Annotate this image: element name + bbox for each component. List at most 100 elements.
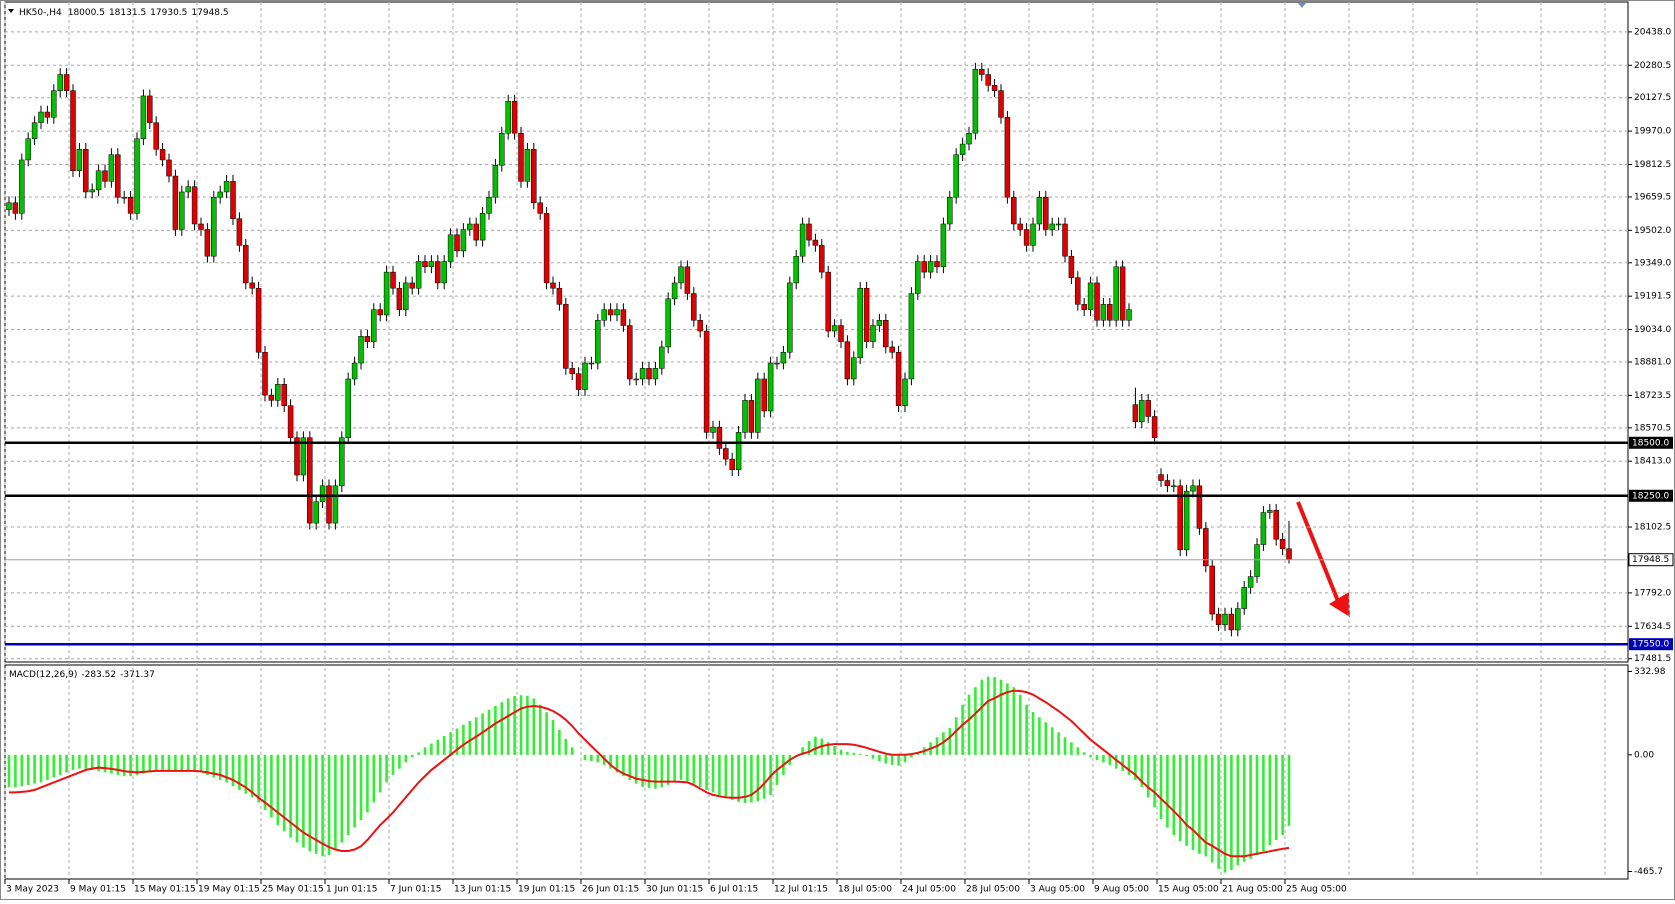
candle-body — [799, 223, 806, 257]
macd-bar — [1274, 754, 1278, 841]
candle-body — [339, 437, 345, 487]
symbol-menu-arrow[interactable] — [8, 9, 14, 13]
candle-body — [44, 111, 51, 118]
candle-body — [1011, 197, 1017, 225]
candle-body — [1113, 266, 1119, 321]
candle-body — [940, 223, 947, 268]
macd-bar — [500, 702, 504, 755]
macd-bar — [1121, 754, 1124, 771]
macd-bar — [1050, 727, 1054, 755]
candle-body — [908, 293, 915, 380]
candle-body — [262, 351, 268, 396]
macd-bar — [52, 754, 56, 778]
macd-bar — [942, 732, 945, 755]
y-tick-label: 19502.0 — [1634, 226, 1671, 236]
macd-bar — [724, 754, 728, 798]
candle-body — [287, 405, 294, 438]
macd-bar — [1159, 754, 1163, 819]
macd-bar — [321, 754, 324, 857]
candle-body — [70, 90, 76, 172]
candle-body — [812, 239, 819, 246]
x-tick-label: 19 Jun 01:15 — [518, 885, 575, 895]
macd-bar — [346, 754, 350, 836]
candle-body — [95, 170, 102, 191]
candle-body — [972, 68, 979, 134]
current-price-bg — [1628, 553, 1674, 567]
candle-body — [883, 319, 889, 348]
macd-bar — [116, 754, 120, 775]
macd-bar — [148, 754, 152, 773]
x-tick-label: 12 Jul 01:15 — [774, 885, 828, 895]
macd-bar — [718, 754, 721, 795]
candle-body — [332, 485, 339, 524]
macd-bar — [1153, 754, 1156, 808]
candle-body — [1030, 223, 1036, 246]
candle-body — [396, 287, 403, 310]
x-tick-label: 25 May 01:15 — [262, 885, 324, 895]
macd-bar — [334, 754, 337, 851]
candle-body — [531, 149, 537, 204]
y-tick-label: 18723.5 — [1634, 391, 1671, 401]
candle-body — [819, 245, 825, 273]
macd-bar — [58, 754, 62, 775]
candle-body — [255, 287, 262, 353]
candle-body — [390, 271, 396, 289]
candle-body — [767, 362, 774, 412]
candle-body — [671, 282, 678, 300]
candle-body — [915, 261, 921, 294]
candle-body — [895, 351, 902, 406]
shift-marker[interactable] — [1298, 3, 1306, 8]
macd-bar — [1018, 694, 1022, 755]
candle-body — [422, 261, 428, 268]
macd-bar — [910, 754, 913, 758]
macd-bar — [986, 676, 990, 755]
candle-body — [1260, 512, 1267, 545]
candle-body — [998, 90, 1004, 118]
candle-body — [1068, 255, 1075, 278]
candle-body — [607, 309, 614, 316]
candle-body — [844, 341, 851, 380]
macd-bar — [513, 695, 516, 755]
candle-body — [652, 368, 659, 380]
macd-bar — [660, 754, 664, 788]
candle-body — [185, 186, 191, 193]
candle-body — [115, 154, 121, 198]
candle-body — [902, 378, 908, 406]
candle-body — [665, 298, 671, 348]
candle-body — [1087, 282, 1094, 310]
candle-body — [505, 100, 511, 134]
candle-body — [191, 186, 198, 225]
macd-bar — [628, 754, 632, 780]
candle-body — [761, 378, 767, 412]
macd-bar — [1114, 754, 1118, 769]
candle-body — [511, 100, 518, 134]
candle-body — [831, 325, 838, 332]
candle-body — [755, 378, 761, 433]
macd-bar — [366, 754, 369, 813]
candle-body — [537, 202, 543, 214]
x-tick-label: 25 Aug 05:00 — [1286, 885, 1347, 895]
macd-bar — [1140, 754, 1144, 787]
candle-body — [1081, 304, 1087, 310]
candle-body — [863, 287, 870, 342]
candle-body — [153, 122, 159, 150]
candle-body — [460, 229, 467, 252]
macd-bar — [1057, 732, 1060, 755]
candle-body — [371, 309, 377, 342]
x-tick-label: 30 Jun 01:15 — [646, 885, 703, 895]
x-tick-label: 6 Jul 01:15 — [710, 885, 758, 895]
candle-body — [639, 368, 646, 380]
candle-body — [953, 154, 959, 198]
macd-bar — [481, 713, 484, 755]
macd-bar — [756, 754, 760, 802]
candle-body — [927, 261, 934, 273]
candle-body — [966, 132, 972, 145]
candle-body — [428, 261, 435, 268]
macd-bar — [385, 754, 388, 783]
macd-bar — [967, 694, 971, 755]
macd-bar — [468, 721, 472, 755]
candle-body — [76, 149, 83, 172]
y-tick-label: 18881.0 — [1634, 358, 1671, 368]
macd-bar — [218, 754, 222, 780]
